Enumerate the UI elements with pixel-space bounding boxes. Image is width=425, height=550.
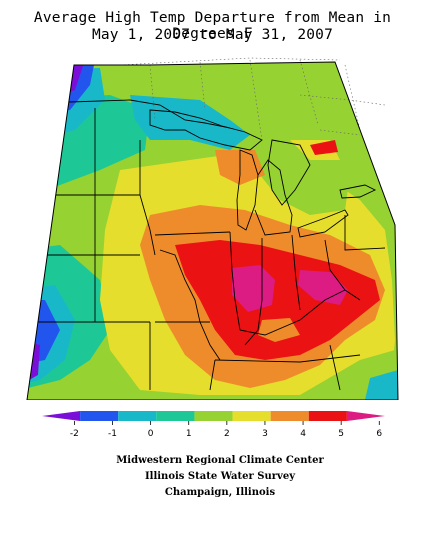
- legend-color-swatch: [118, 411, 157, 421]
- legend-tick-label: 6: [376, 429, 382, 439]
- legend-color-swatch: [346, 411, 385, 421]
- field-magenta-illinois: [232, 265, 275, 312]
- legend-tick-label: 4: [300, 429, 306, 439]
- lake-michigan: [236, 149, 259, 231]
- map-date-range: May 1, 2007 to May 31, 2007: [91, 27, 334, 43]
- state-line: [324, 239, 361, 301]
- graticule: [119, 57, 386, 141]
- mississippi-river: [159, 249, 221, 361]
- legend-color-swatch: [308, 411, 347, 421]
- lake-ontario: [339, 184, 377, 199]
- legend-color-swatch: [232, 411, 271, 421]
- legend-tick-label: 3: [262, 429, 268, 439]
- state-line: [209, 359, 216, 391]
- legend-tick-label: 5: [338, 429, 344, 439]
- map-domain-outline: [26, 61, 399, 400]
- legend-tick-label: 0: [148, 429, 154, 439]
- lake-erie: [297, 209, 349, 238]
- legend-tick-label: -1: [108, 429, 117, 439]
- lake-huron: [267, 139, 311, 206]
- credit-agency: Illinois State Water Survey: [144, 471, 296, 482]
- state-line: [139, 140, 156, 256]
- credit-organization: Midwestern Regional Climate Center: [116, 455, 324, 466]
- state-line: [329, 344, 341, 391]
- boundaries: [27, 99, 386, 391]
- map-title: Average High Temp Departure from Mean in…: [33, 10, 392, 42]
- color-legend: -2 -1 0 1 2 3 4 5 6: [42, 411, 385, 439]
- graticule-line: [299, 94, 386, 106]
- state-line: [244, 238, 263, 346]
- legend-tick-group: -2 -1 0 1 2 3 4 5 6: [70, 421, 382, 439]
- graticule-line: [319, 129, 361, 136]
- field-red-core: [175, 240, 380, 360]
- field-cyan-lake-superior: [130, 95, 250, 150]
- state-line: [154, 231, 231, 236]
- legend-tick-label: -2: [70, 429, 79, 439]
- graticule-line: [249, 59, 263, 141]
- graticule-line: [299, 59, 319, 126]
- ohio-river: [239, 289, 346, 336]
- michigan-peninsula: [254, 159, 293, 236]
- field-orange-kentucky: [258, 318, 300, 342]
- state-line: [344, 215, 386, 251]
- lake-superior: [149, 109, 263, 151]
- legend-tick-label: 2: [224, 429, 230, 439]
- state-line: [214, 354, 361, 363]
- graticule-line: [149, 64, 156, 121]
- temperature-departure-map: [0, 45, 425, 400]
- state-line: [291, 234, 301, 311]
- field-red-northeast-spot: [310, 140, 338, 155]
- graticule-line: [344, 64, 361, 131]
- legend-color-swatch: [194, 411, 233, 421]
- legend-color-swatch: [156, 411, 195, 421]
- border-us-canada: [27, 99, 231, 129]
- credit-location: Champaign, Illinois: [164, 487, 276, 498]
- legend-color-swatch: [80, 411, 119, 421]
- field-cyan-southeast: [365, 370, 398, 400]
- legend-tick-label: 1: [186, 429, 192, 439]
- legend-bar-group: [42, 411, 385, 421]
- field-magenta-ohio: [298, 270, 348, 305]
- legend-color-swatch: [42, 411, 81, 421]
- state-line: [229, 231, 241, 331]
- graticule-line: [199, 61, 206, 111]
- legend-color-swatch: [270, 411, 309, 421]
